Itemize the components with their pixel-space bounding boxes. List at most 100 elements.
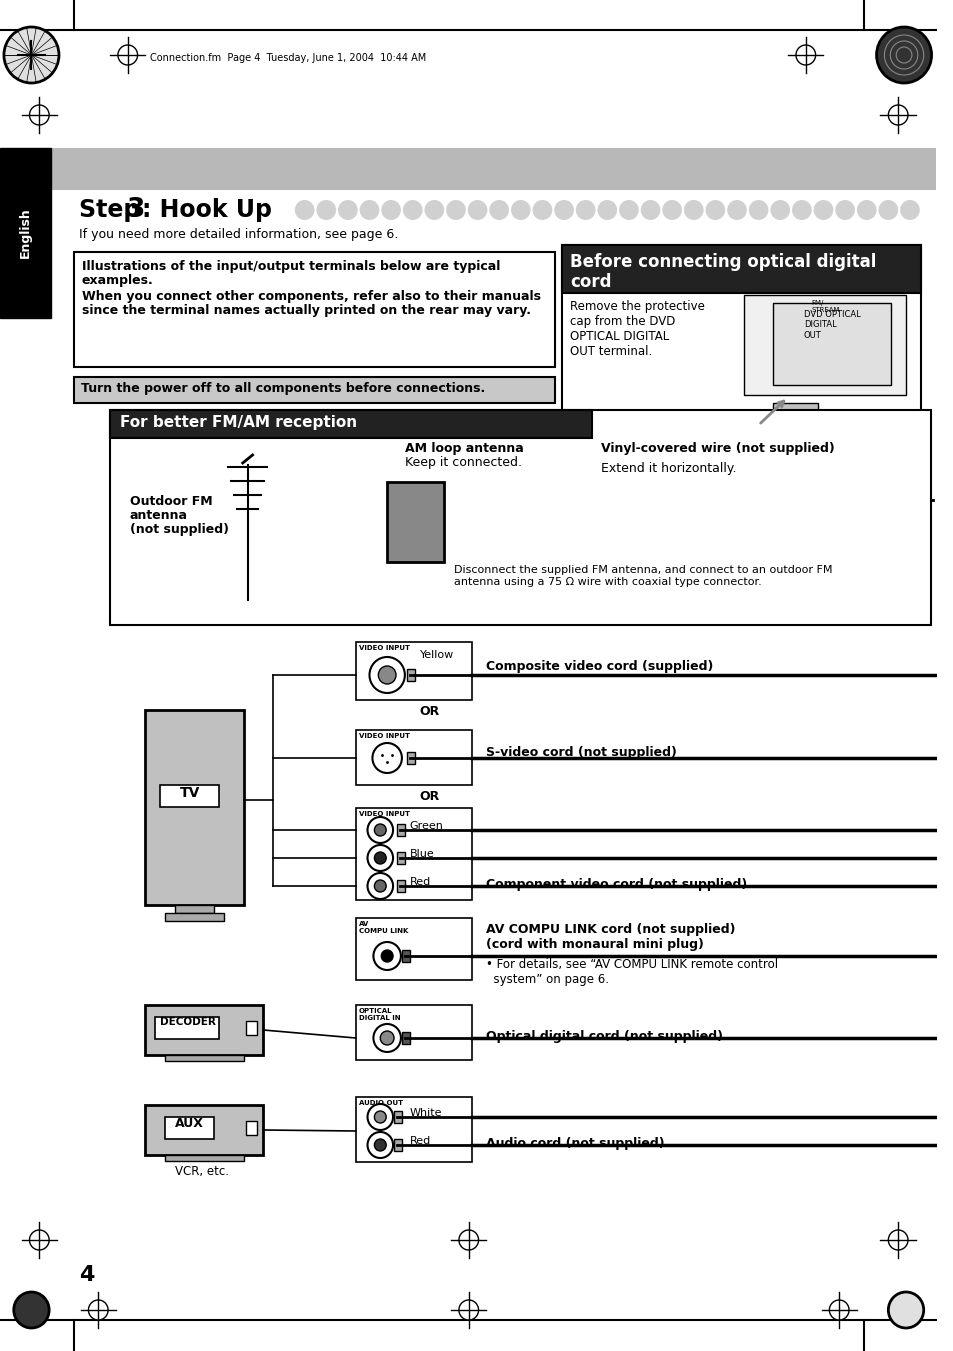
Text: Vinyl-covered wire (not supplied): Vinyl-covered wire (not supplied) <box>600 442 834 455</box>
Text: OPTICAL
DIGITAL IN: OPTICAL DIGITAL IN <box>358 1008 400 1021</box>
Bar <box>396 852 404 865</box>
Text: OR: OR <box>419 705 439 717</box>
Bar <box>355 730 471 785</box>
Circle shape <box>597 200 617 220</box>
Text: Illustrations of the input/output terminals below are typical: Illustrations of the input/output termin… <box>81 259 499 273</box>
Text: OR: OR <box>419 790 439 802</box>
Text: Disconnect the supplied FM antenna, and connect to an outdoor FM
antenna using a: Disconnect the supplied FM antenna, and … <box>454 565 832 586</box>
Text: AM loop antenna: AM loop antenna <box>404 442 523 455</box>
Text: Connection.fm  Page 4  Tuesday, June 1, 2004  10:44 AM: Connection.fm Page 4 Tuesday, June 1, 20… <box>151 53 426 63</box>
Circle shape <box>532 200 552 220</box>
Text: For better FM/AM reception: For better FM/AM reception <box>120 415 356 430</box>
Text: Before connecting optical digital: Before connecting optical digital <box>569 253 876 272</box>
Circle shape <box>876 27 930 82</box>
Text: Blue: Blue <box>410 848 434 859</box>
Bar <box>355 808 471 900</box>
Circle shape <box>30 1229 50 1250</box>
Text: VIDEO INPUT: VIDEO INPUT <box>358 811 409 817</box>
Bar <box>110 409 929 626</box>
Text: Outdoor FM: Outdoor FM <box>130 494 213 508</box>
Bar <box>773 403 817 434</box>
Text: Composite video cord (supplied): Composite video cord (supplied) <box>486 661 713 673</box>
Bar <box>401 950 410 962</box>
Bar <box>355 1005 471 1061</box>
Circle shape <box>337 200 357 220</box>
Bar <box>110 409 591 438</box>
Text: cord: cord <box>569 273 611 290</box>
Bar <box>396 880 404 892</box>
Circle shape <box>380 1031 394 1046</box>
Circle shape <box>748 200 768 220</box>
Bar <box>145 711 243 905</box>
Text: Extend it horizontally.: Extend it horizontally. <box>600 462 736 476</box>
Bar <box>155 1017 219 1039</box>
Circle shape <box>374 852 386 865</box>
Circle shape <box>726 200 746 220</box>
Text: DECODER: DECODER <box>159 1017 215 1027</box>
Circle shape <box>374 880 386 892</box>
Text: Yellow: Yellow <box>419 650 454 661</box>
Bar <box>773 303 890 385</box>
Circle shape <box>374 1111 386 1123</box>
Circle shape <box>402 200 422 220</box>
Text: Green: Green <box>410 821 443 831</box>
Text: FM/
STREAM: FM/ STREAM <box>810 300 839 313</box>
Text: Red: Red <box>410 1136 431 1146</box>
Text: AV COMPU LINK cord (not supplied): AV COMPU LINK cord (not supplied) <box>486 923 735 936</box>
Circle shape <box>374 824 386 836</box>
Text: examples.: examples. <box>81 274 153 286</box>
Circle shape <box>316 200 335 220</box>
Text: TV: TV <box>179 786 199 800</box>
Circle shape <box>813 200 832 220</box>
Text: Keep it connected.: Keep it connected. <box>404 457 521 469</box>
Circle shape <box>661 200 681 220</box>
Circle shape <box>489 200 509 220</box>
Circle shape <box>374 1139 386 1151</box>
Bar <box>561 245 920 293</box>
Bar <box>165 1117 214 1139</box>
Text: S-video cord (not supplied): S-video cord (not supplied) <box>486 746 677 759</box>
Bar <box>0 149 51 317</box>
Text: Audio cord (not supplied): Audio cord (not supplied) <box>486 1138 664 1150</box>
Bar <box>165 1155 243 1161</box>
Circle shape <box>13 1292 50 1328</box>
Bar <box>51 149 935 190</box>
Text: Component video cord (not supplied): Component video cord (not supplied) <box>486 878 747 892</box>
Circle shape <box>683 200 703 220</box>
Text: VIDEO INPUT: VIDEO INPUT <box>358 644 409 651</box>
Circle shape <box>856 200 876 220</box>
Bar <box>246 1121 257 1135</box>
Circle shape <box>878 200 897 220</box>
Text: When you connect other components, refer also to their manuals: When you connect other components, refer… <box>81 290 540 303</box>
Circle shape <box>554 200 574 220</box>
Circle shape <box>367 817 393 843</box>
Text: Remove the protective
cap from the DVD
OPTICAL DIGITAL
OUT terminal.: Remove the protective cap from the DVD O… <box>569 300 704 358</box>
Text: (not supplied): (not supplied) <box>130 523 229 536</box>
Bar <box>401 1032 410 1044</box>
Bar <box>561 245 920 476</box>
Circle shape <box>373 1024 400 1052</box>
Circle shape <box>446 200 465 220</box>
Text: English: English <box>19 208 32 258</box>
Circle shape <box>887 1292 923 1328</box>
Circle shape <box>381 950 393 962</box>
Circle shape <box>511 200 530 220</box>
Circle shape <box>381 200 400 220</box>
Bar <box>73 377 555 403</box>
Text: Optical digital cord (not supplied): Optical digital cord (not supplied) <box>486 1029 722 1043</box>
Text: AV
COMPU LINK: AV COMPU LINK <box>358 921 408 934</box>
Circle shape <box>359 200 379 220</box>
Bar <box>355 642 471 700</box>
Bar <box>406 669 415 681</box>
Text: Step: Step <box>78 199 148 222</box>
Bar <box>145 1005 263 1055</box>
Bar <box>165 913 224 921</box>
Text: 3: 3 <box>126 197 144 223</box>
Circle shape <box>30 105 50 126</box>
Circle shape <box>458 1300 478 1320</box>
Circle shape <box>367 1104 393 1129</box>
Circle shape <box>887 105 907 126</box>
Circle shape <box>640 200 659 220</box>
Bar <box>355 917 471 979</box>
Circle shape <box>835 200 854 220</box>
